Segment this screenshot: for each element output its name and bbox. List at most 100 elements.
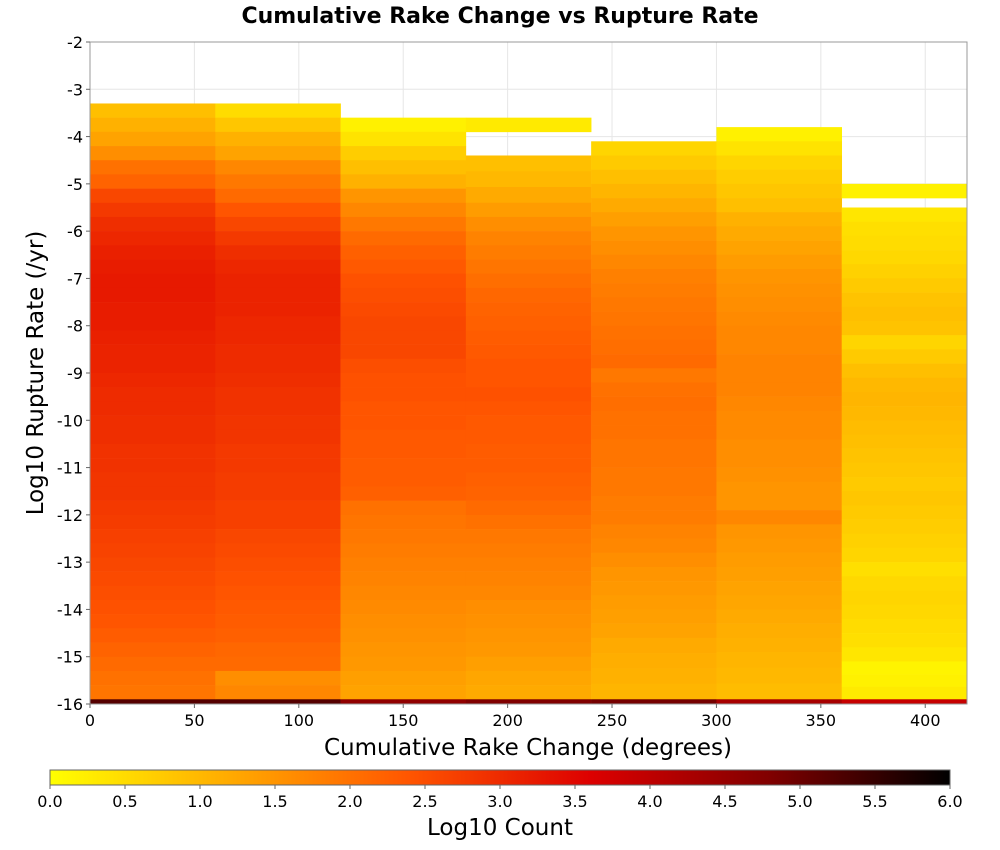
y-tick-label: -14 bbox=[57, 600, 83, 619]
heatmap-cell bbox=[591, 439, 717, 454]
heatmap-cell bbox=[465, 316, 592, 331]
heatmap-cell bbox=[591, 368, 717, 383]
heatmap-cell bbox=[591, 311, 717, 327]
heatmap-cell bbox=[591, 699, 717, 705]
heatmap-cell bbox=[340, 486, 467, 501]
heatmap-cell bbox=[716, 141, 843, 156]
heatmap-cell bbox=[215, 472, 341, 487]
colorbar-ticks: 0.0 0.5 1.0 1.5 2.0 2.5 3.0 3.5 4.0 4.5 5.0 5.5 6.0 bbox=[37, 785, 963, 811]
heatmap-cell bbox=[841, 292, 968, 308]
y-tick-label: -13 bbox=[57, 553, 83, 572]
heatmap-cell bbox=[465, 287, 592, 303]
heatmap-cell bbox=[465, 685, 592, 700]
colorbar-tick-label: 4.5 bbox=[712, 792, 737, 811]
heatmap-cell bbox=[215, 443, 341, 459]
heatmap-cell bbox=[340, 316, 467, 331]
heatmap-cell bbox=[215, 458, 341, 473]
heatmap-cell bbox=[215, 387, 341, 402]
heatmap-cell bbox=[90, 117, 216, 133]
heatmap-cell bbox=[465, 614, 592, 629]
heatmap-cell bbox=[90, 316, 216, 331]
heatmap-cell bbox=[841, 590, 968, 605]
heatmap-cell bbox=[90, 216, 216, 232]
y-tick-label: -10 bbox=[57, 411, 83, 430]
heatmap-cell bbox=[716, 524, 843, 539]
heatmap-cell bbox=[591, 524, 717, 539]
heatmap-cell bbox=[591, 637, 717, 654]
heatmap-cell bbox=[841, 264, 968, 279]
heatmap-cell bbox=[716, 467, 843, 483]
heatmap-cell bbox=[90, 358, 216, 374]
colorbar-tick-label: 2.0 bbox=[337, 792, 362, 811]
y-tick-label: -15 bbox=[57, 648, 83, 667]
heatmap-cell bbox=[716, 552, 843, 568]
heatmap-cell bbox=[591, 325, 717, 341]
y-tick-label: -5 bbox=[67, 175, 83, 194]
heatmap-cell bbox=[465, 202, 592, 218]
heatmap-cell bbox=[716, 169, 843, 185]
heatmap-cell bbox=[215, 216, 341, 232]
heatmap-cell bbox=[90, 273, 216, 289]
heatmap-cell bbox=[716, 538, 843, 553]
heatmap-cell bbox=[716, 354, 843, 369]
x-tick-label: 400 bbox=[910, 711, 941, 730]
heatmap-cell bbox=[591, 467, 717, 483]
heatmap-cell bbox=[716, 212, 843, 227]
heatmap-cell bbox=[591, 623, 717, 639]
heatmap-cell bbox=[340, 216, 467, 232]
heatmap-cell bbox=[340, 458, 467, 473]
heatmap-cell bbox=[591, 552, 717, 568]
y-tick-label: -11 bbox=[57, 459, 83, 478]
y-axis-label: Log10 Rupture Rate (/yr) bbox=[23, 231, 49, 516]
heatmap-cell bbox=[215, 585, 341, 601]
heatmap-cell bbox=[90, 656, 216, 672]
heatmap-cell bbox=[841, 562, 968, 577]
heatmap-cell bbox=[215, 429, 341, 445]
heatmap-cell bbox=[716, 183, 843, 199]
heatmap-cell bbox=[340, 259, 467, 274]
heatmap-cell bbox=[591, 668, 717, 685]
heatmap-cell bbox=[716, 651, 843, 669]
heatmap-cell bbox=[841, 686, 968, 700]
heatmap-cell bbox=[215, 599, 341, 615]
heatmap-cell bbox=[716, 240, 843, 256]
heatmap-cell bbox=[215, 174, 341, 189]
colorbar-tick-label: 5.0 bbox=[787, 792, 812, 811]
heatmap-cell bbox=[841, 674, 968, 687]
heatmap-cell bbox=[215, 117, 341, 133]
heatmap-cell bbox=[591, 609, 717, 624]
heatmap-cell bbox=[841, 576, 968, 591]
heatmap-cell bbox=[90, 699, 216, 705]
heatmap-cell bbox=[215, 259, 341, 274]
heatmap-cell bbox=[215, 642, 341, 658]
heatmap-cell bbox=[841, 647, 968, 662]
x-tick-label: 150 bbox=[388, 711, 419, 730]
colorbar-tick-label: 0.0 bbox=[37, 792, 62, 811]
heatmap-cell bbox=[591, 653, 717, 669]
colorbar-tick-label: 0.5 bbox=[112, 792, 137, 811]
heatmap-cell bbox=[716, 127, 843, 142]
y-tick-label: -6 bbox=[67, 222, 83, 241]
heatmap-cell bbox=[340, 585, 467, 601]
heatmap-cell bbox=[716, 297, 843, 312]
heatmap-cell bbox=[215, 699, 341, 705]
heatmap-cell bbox=[591, 425, 717, 440]
heatmap-cell bbox=[90, 259, 216, 274]
heatmap-cell bbox=[90, 443, 216, 459]
heatmap-cell bbox=[465, 155, 592, 172]
x-axis-label: Cumulative Rake Change (degrees) bbox=[324, 735, 732, 761]
heatmap-cell bbox=[90, 330, 216, 345]
heatmap-cell bbox=[340, 231, 467, 246]
heatmap-cell bbox=[841, 335, 968, 350]
heatmap-cell bbox=[340, 500, 467, 516]
heatmap-cell bbox=[340, 131, 467, 147]
colorbar-tick-label: 6.0 bbox=[937, 792, 962, 811]
heatmap-cell bbox=[465, 472, 592, 487]
heatmap-cell bbox=[465, 656, 592, 672]
heatmap-cell bbox=[841, 462, 968, 478]
y-tick-label: -16 bbox=[57, 695, 83, 714]
heatmap-cell bbox=[215, 231, 341, 246]
heatmap-cell bbox=[90, 670, 216, 686]
heatmap-cells bbox=[90, 103, 968, 705]
heatmap-cell bbox=[591, 595, 717, 610]
